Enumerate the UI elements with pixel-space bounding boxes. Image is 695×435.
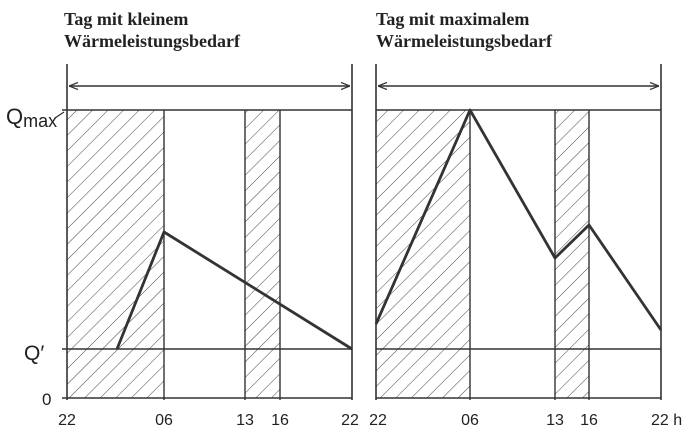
zero-label: 0 — [42, 390, 51, 409]
x-tick-right-2: 13 — [546, 412, 564, 429]
x-tick-left-2: 13 — [236, 412, 254, 429]
x-tick-right-0: 22 — [369, 412, 387, 429]
x-tick-left-1: 06 — [155, 412, 173, 429]
panel-right-load-curve — [374, 108, 663, 331]
panel-right-title-line-1: Tag mit maximalem — [376, 9, 530, 29]
panel-left-title-line-1: Tag mit kleinem — [64, 9, 189, 29]
panel-left — [62, 64, 353, 400]
qmax-tick — [54, 111, 65, 119]
x-tick-right-1: 06 — [461, 412, 479, 429]
qmax-label: Qmax — [6, 104, 57, 131]
panel-left-load-curve — [115, 230, 353, 351]
panel-left-shade-night — [67, 110, 164, 398]
x-tick-left-4: 22 — [341, 412, 359, 429]
qmax-label-main: Q — [6, 104, 23, 129]
qmax-label-sub: max — [23, 111, 57, 131]
panel-right-title: Tag mit maximalem Wärmeleistungsbedarf — [376, 8, 552, 52]
y-axis-labels: Qmax Q′ 0 — [6, 104, 65, 409]
x-tick-right-3: 16 — [580, 412, 598, 429]
panel-right — [374, 64, 663, 400]
panel-right-title-line-2: Wärmeleistungsbedarf — [376, 31, 552, 51]
panel-left-title: Tag mit kleinem Wärmeleistungsbedarf — [64, 8, 240, 52]
x-tick-left-3: 16 — [271, 412, 289, 429]
qprime-label: Q′ — [24, 342, 44, 365]
x-tick-left-0: 22 — [58, 412, 76, 429]
x-axis-labels: 22 06 13 16 22 22 06 13 16 22 h — [58, 412, 682, 429]
panel-left-title-line-2: Wärmeleistungsbedarf — [64, 31, 240, 51]
x-tick-right-4: 22 h — [651, 412, 682, 429]
panel-left-shade-midday — [245, 110, 280, 398]
panel-right-shade-night — [376, 110, 470, 398]
